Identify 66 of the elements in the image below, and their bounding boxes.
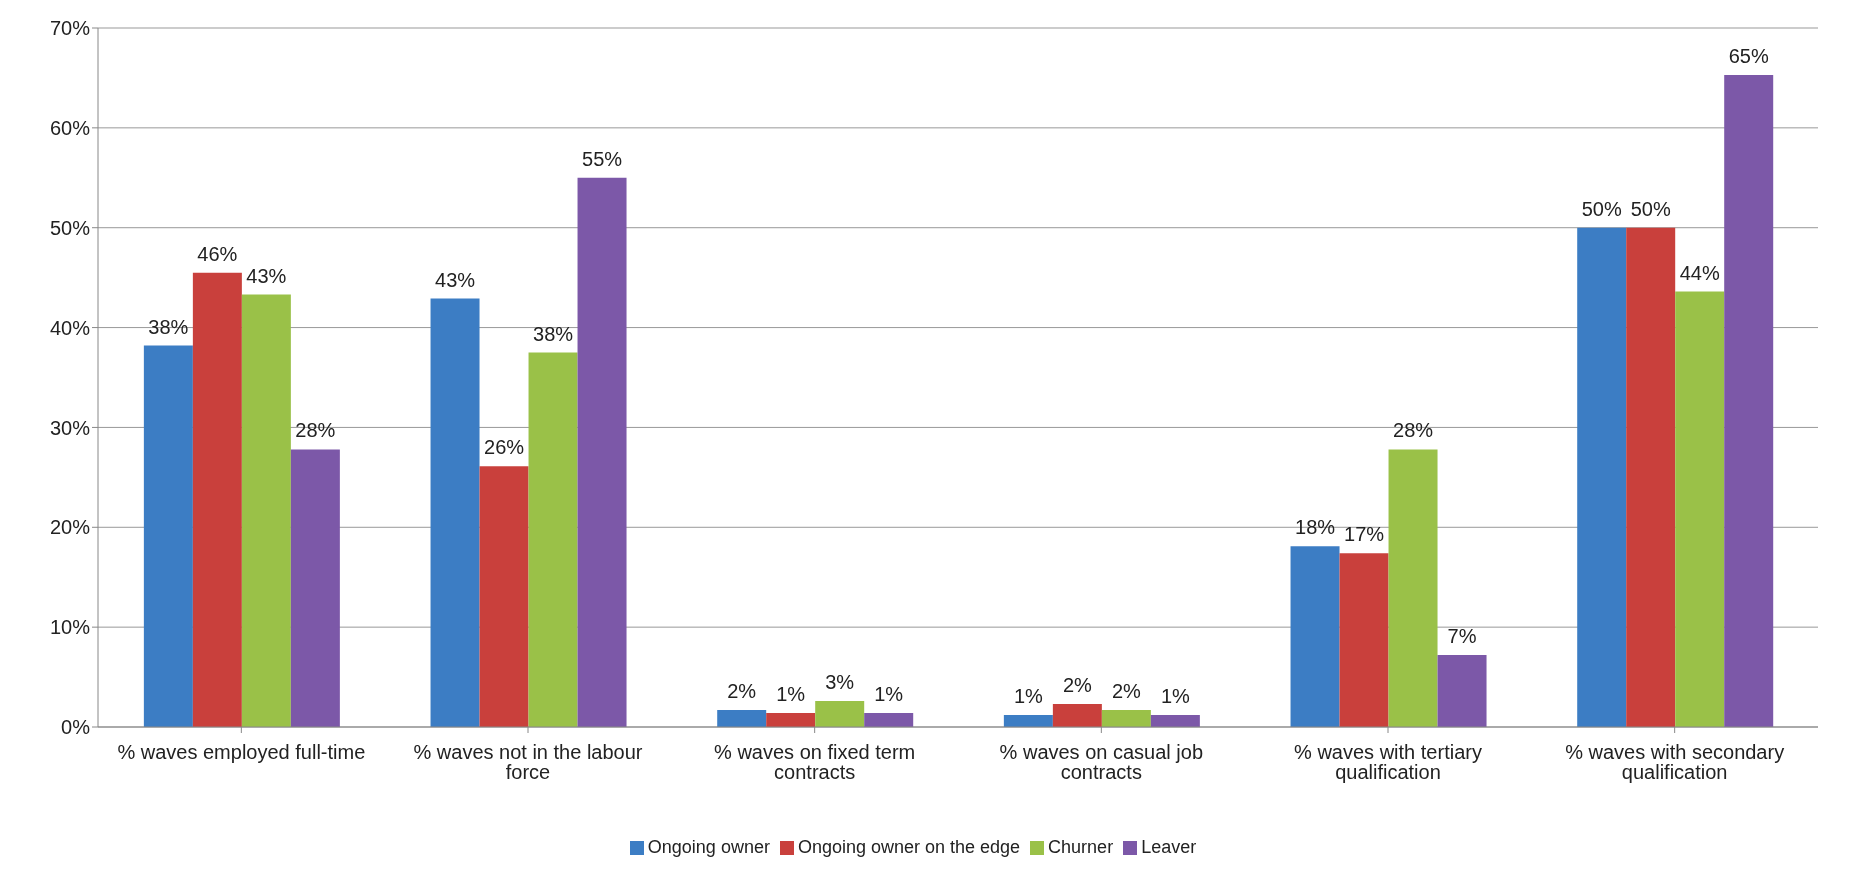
bar	[1724, 74, 1774, 727]
bar	[717, 710, 767, 727]
bar	[1339, 553, 1389, 727]
data-label: 1%	[1013, 685, 1044, 708]
bar	[766, 713, 816, 727]
data-label: 1%	[776, 683, 806, 706]
y-tick-label: 10%	[49, 616, 91, 639]
bar	[1150, 715, 1200, 727]
y-tick-label: 20%	[49, 516, 91, 539]
data-label: 7%	[1447, 625, 1477, 648]
data-label: 3%	[825, 671, 855, 694]
bar	[1437, 655, 1487, 727]
data-label: 50%	[1630, 197, 1671, 220]
y-tick-label: 60%	[49, 116, 91, 139]
bar	[143, 345, 193, 727]
data-label: 43%	[246, 264, 287, 287]
data-label: 50%	[1581, 197, 1622, 220]
bar	[528, 352, 578, 727]
bar	[192, 272, 242, 727]
x-tick-label: % waves on fixed term contracts	[714, 741, 916, 784]
data-label: 28%	[1393, 419, 1434, 442]
bar	[241, 294, 291, 727]
data-label: 44%	[1679, 261, 1720, 284]
y-tick-label: 50%	[49, 216, 91, 239]
bar	[1003, 715, 1053, 727]
bar	[577, 177, 627, 727]
y-tick-label: 40%	[49, 316, 91, 339]
bar	[864, 713, 914, 727]
data-label: 28%	[295, 419, 336, 442]
bar	[1626, 227, 1676, 727]
bar	[290, 449, 340, 727]
data-label: 43%	[435, 268, 476, 291]
legend-label: Leaver	[1141, 837, 1197, 857]
data-label: 2%	[1062, 674, 1093, 697]
data-label: 2%	[727, 680, 757, 703]
bar	[430, 298, 480, 727]
bar	[1052, 704, 1102, 727]
bar	[1290, 546, 1340, 727]
bar	[815, 701, 865, 727]
y-tick-label: 70%	[49, 17, 91, 40]
data-label: 2%	[1111, 680, 1142, 703]
y-tick-label: 0%	[61, 716, 91, 739]
data-label: 26%	[484, 436, 525, 459]
data-label: 17%	[1344, 523, 1385, 546]
data-label: 55%	[582, 147, 623, 170]
x-tick-label: % waves employed full-time	[117, 741, 366, 764]
legend-label: Ongoing owner	[647, 837, 770, 857]
y-tick-label: 30%	[49, 416, 91, 439]
data-label: 38%	[533, 322, 574, 345]
bar	[479, 466, 529, 727]
data-label: 65%	[1728, 44, 1769, 67]
legend-label: Ongoing owner on the edge	[797, 837, 1021, 857]
bar	[1577, 227, 1627, 727]
legend-label: Churner	[1048, 837, 1114, 857]
x-tick-label: % waves with tertiary qualification	[1294, 741, 1482, 784]
data-label: 46%	[197, 242, 238, 265]
data-label: 1%	[874, 683, 904, 706]
x-tick-label: % waves on casual job contracts	[999, 741, 1204, 784]
data-label: 1%	[1160, 685, 1191, 708]
x-tick-label: % waves with secondary qualification	[1565, 741, 1785, 784]
bar	[1101, 710, 1151, 727]
x-tick-label: % waves not in the labour force	[413, 741, 643, 784]
bar	[1675, 291, 1725, 727]
bar	[1388, 449, 1438, 727]
data-label: 38%	[148, 315, 189, 338]
data-label: 18%	[1295, 516, 1336, 539]
